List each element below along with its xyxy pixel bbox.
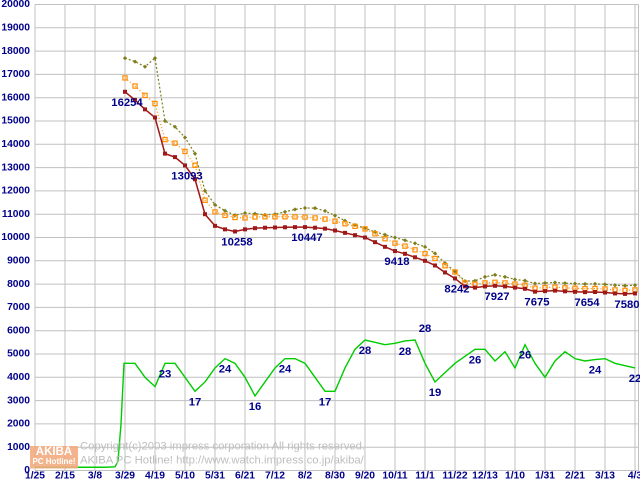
svg-text:3/29: 3/29 — [115, 471, 135, 480]
svg-text:5000: 5000 — [7, 349, 30, 360]
svg-text:23: 23 — [159, 368, 172, 380]
svg-text:28: 28 — [399, 346, 412, 358]
svg-text:26: 26 — [469, 354, 482, 366]
svg-text:2/15: 2/15 — [55, 471, 75, 480]
svg-text:12/13: 12/13 — [472, 471, 498, 480]
svg-text:17: 17 — [319, 396, 332, 408]
svg-text:15000: 15000 — [1, 116, 30, 127]
svg-text:9/20: 9/20 — [355, 471, 375, 480]
svg-text:8/30: 8/30 — [325, 471, 345, 480]
svg-text:10/11: 10/11 — [382, 471, 407, 480]
svg-text:24: 24 — [219, 364, 232, 376]
svg-text:11/1: 11/1 — [415, 471, 435, 480]
svg-text:6/21: 6/21 — [235, 471, 255, 480]
svg-text:11/22: 11/22 — [442, 471, 467, 480]
svg-text:5/31: 5/31 — [205, 471, 225, 480]
svg-text:4/3: 4/3 — [628, 471, 640, 480]
svg-text:2/21: 2/21 — [565, 471, 585, 480]
svg-text:28: 28 — [419, 323, 432, 335]
svg-text:28: 28 — [359, 345, 372, 357]
svg-text:7580: 7580 — [614, 299, 639, 311]
svg-text:3/13: 3/13 — [595, 471, 615, 480]
svg-text:8000: 8000 — [7, 279, 30, 290]
svg-text:19000: 19000 — [1, 23, 30, 34]
svg-text:11000: 11000 — [2, 209, 30, 220]
svg-text:20000: 20000 — [1, 0, 30, 10]
svg-text:AKIBA PC Hotline! http://www: AKIBA PC Hotline! http://www.watch.impre… — [80, 455, 365, 467]
svg-text:10258: 10258 — [221, 237, 252, 249]
svg-text:4000: 4000 — [7, 372, 30, 383]
svg-text:22: 22 — [629, 373, 640, 385]
svg-text:24: 24 — [279, 364, 292, 376]
svg-text:PC Hotline!: PC Hotline! — [32, 457, 75, 466]
svg-text:7000: 7000 — [7, 302, 30, 313]
svg-text:10000: 10000 — [1, 232, 30, 243]
svg-text:1000: 1000 — [7, 442, 30, 453]
svg-text:1/31: 1/31 — [535, 471, 555, 480]
svg-text:7654: 7654 — [574, 297, 600, 309]
svg-text:10447: 10447 — [291, 232, 322, 244]
svg-text:3000: 3000 — [7, 395, 30, 406]
svg-text:12000: 12000 — [1, 186, 30, 197]
svg-text:9000: 9000 — [7, 256, 30, 267]
svg-text:3/8: 3/8 — [88, 471, 103, 480]
svg-text:18000: 18000 — [1, 46, 30, 57]
svg-text:2000: 2000 — [7, 419, 30, 430]
svg-text:6000: 6000 — [7, 325, 30, 336]
svg-text:16000: 16000 — [1, 92, 30, 103]
svg-text:5/10: 5/10 — [175, 471, 195, 480]
svg-text:24: 24 — [589, 365, 602, 377]
svg-text:4/19: 4/19 — [145, 471, 165, 480]
svg-text:17: 17 — [189, 396, 202, 408]
svg-text:7/12: 7/12 — [265, 471, 285, 480]
svg-text:Copyright(c)2003 impress corpo: Copyright(c)2003 impress corporation All… — [80, 441, 365, 453]
svg-text:13000: 13000 — [1, 162, 30, 173]
svg-text:13093: 13093 — [171, 170, 202, 182]
svg-text:7927: 7927 — [484, 291, 509, 303]
svg-text:8/2: 8/2 — [298, 471, 313, 480]
svg-text:16: 16 — [249, 401, 262, 413]
svg-text:19: 19 — [429, 387, 442, 399]
svg-text:1/10: 1/10 — [505, 471, 525, 480]
svg-text:26: 26 — [519, 350, 532, 362]
svg-text:1/25: 1/25 — [25, 471, 45, 480]
svg-text:9418: 9418 — [384, 256, 409, 268]
svg-text:7675: 7675 — [524, 297, 549, 309]
svg-text:17000: 17000 — [1, 69, 30, 80]
svg-text:8242: 8242 — [444, 284, 469, 296]
svg-text:14000: 14000 — [1, 139, 30, 150]
svg-text:16254: 16254 — [111, 97, 143, 109]
